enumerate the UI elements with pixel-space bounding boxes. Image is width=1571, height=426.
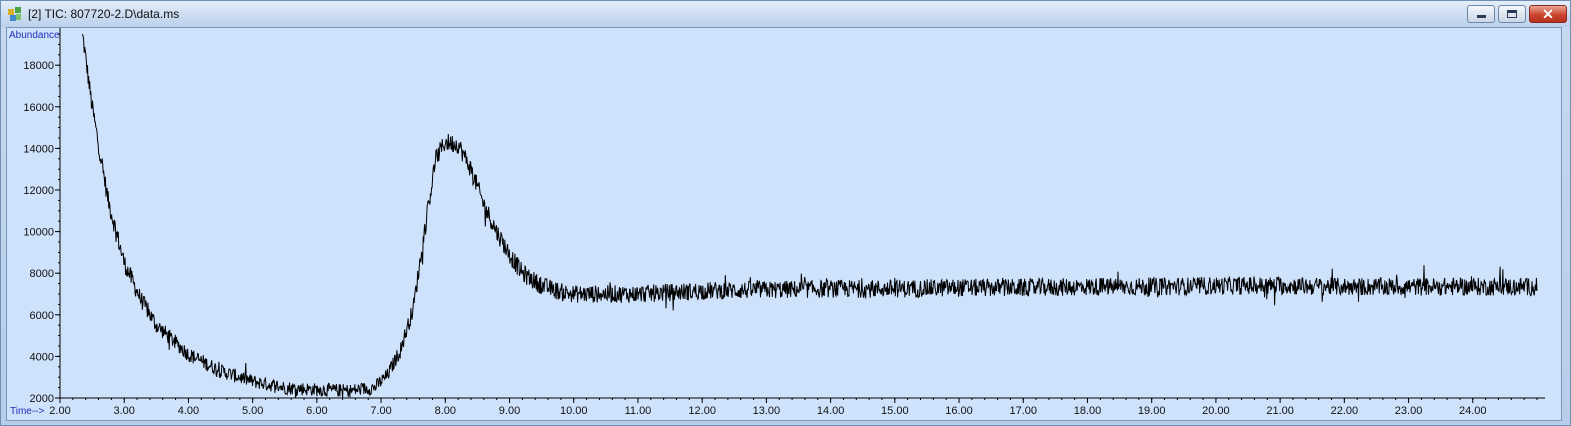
x-tick-label: 11.00 [625, 405, 652, 417]
x-tick-label: 22.00 [1331, 405, 1359, 417]
x-axis: 2.00 3.00 4.00 5.00 6.00 7.00 8.00 9.00 10.00 11.… [49, 397, 1545, 417]
x-tick-label: 10.00 [560, 405, 588, 417]
y-tick-label: 14000 [23, 143, 54, 155]
x-tick-label: 7.00 [370, 405, 391, 417]
x-tick-label: 14.00 [817, 405, 845, 417]
minimize-button[interactable] [1467, 5, 1495, 23]
x-tick-label: 13.00 [753, 405, 781, 417]
chromatogram-app-icon [8, 7, 21, 21]
x-axis-label: Time--> [10, 406, 45, 417]
series-layer [82, 33, 1538, 399]
close-button[interactable]: ✕ [1529, 5, 1567, 23]
y-tick-label: 16000 [23, 102, 54, 114]
x-tick-label: 21.00 [1266, 405, 1294, 417]
window-title: [2] TIC: 807720-2.D\data.ms [28, 7, 180, 21]
y-tick-label: 18000 [23, 60, 54, 72]
y-tick-label: 4000 [30, 351, 54, 363]
maximize-button[interactable] [1498, 5, 1526, 23]
x-tick-label: 18.00 [1074, 405, 1102, 417]
y-tick-label: 12000 [23, 185, 54, 197]
close-icon: ✕ [1542, 6, 1554, 22]
x-tick-label: 2.00 [49, 405, 70, 417]
maximize-icon [1507, 10, 1517, 18]
x-tick-label: 4.00 [178, 405, 199, 417]
x-tick-label: 5.00 [242, 405, 263, 417]
x-tick-label: 3.00 [114, 405, 135, 417]
y-tick-label: 2000 [30, 393, 54, 405]
y-tick-label: 8000 [30, 268, 54, 280]
y-tick-label: 6000 [30, 310, 54, 322]
x-tick-label: 17.00 [1009, 405, 1037, 417]
x-tick-label: 20.00 [1202, 405, 1230, 417]
minimize-icon [1477, 15, 1486, 18]
x-tick-label: 12.00 [688, 405, 716, 417]
x-tick-label: 6.00 [306, 405, 327, 417]
y-axis-label: Abundance [9, 30, 60, 41]
x-tick-label: 9.00 [499, 405, 520, 417]
tic-chart: 2000 4000 6000 8000 10000 12000 14000 16000 1800… [9, 28, 1545, 417]
y-axis: 2000 4000 6000 8000 10000 12000 14000 16000 1800… [23, 28, 61, 405]
tic-series-line [82, 33, 1538, 399]
y-tick-label: 10000 [23, 227, 54, 239]
title-bar[interactable]: [2] TIC: 807720-2.D\data.ms ✕ [1, 1, 1570, 27]
x-tick-label: 19.00 [1138, 405, 1166, 417]
x-tick-label: 23.00 [1395, 405, 1423, 417]
x-tick-label: 8.00 [435, 405, 456, 417]
x-tick-label: 16.00 [945, 405, 973, 417]
x-tick-label: 24.00 [1459, 405, 1487, 417]
chromatogram-plot-area[interactable]: 2000 4000 6000 8000 10000 12000 14000 16000 1800… [6, 27, 1562, 421]
x-tick-label: 15.00 [881, 405, 909, 417]
